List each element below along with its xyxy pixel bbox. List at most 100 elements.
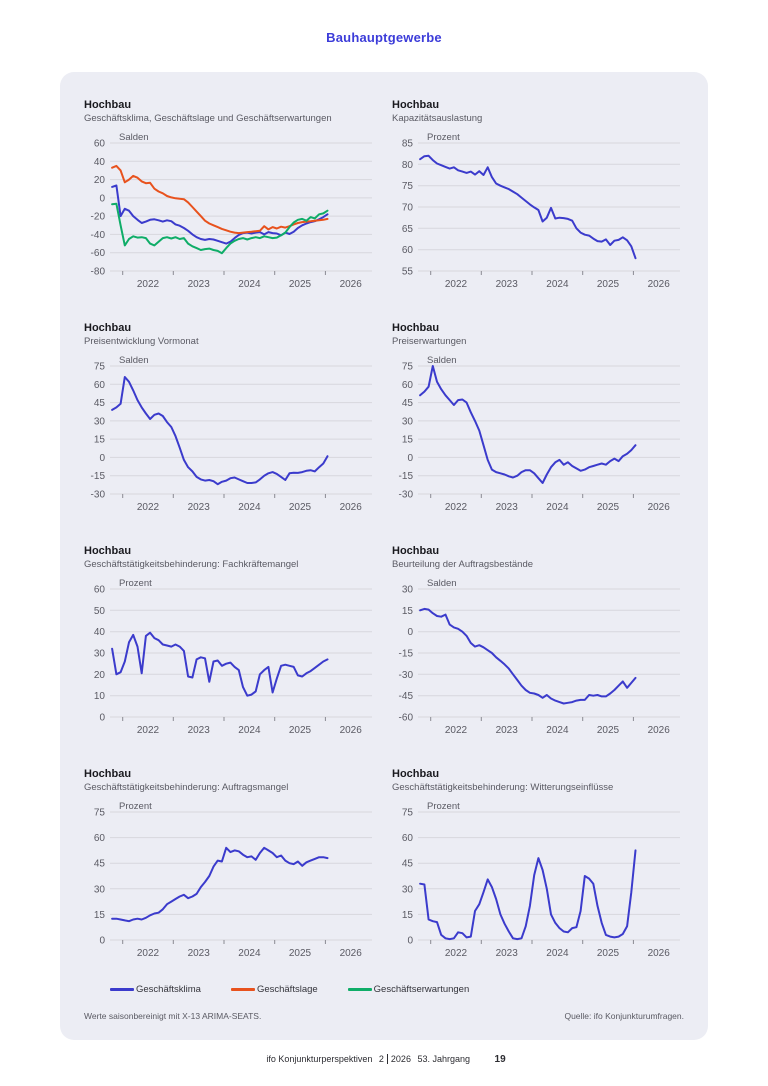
legend-item-geschaeftserwartungen: Geschäftserwartungen [347, 984, 470, 995]
svg-text:-15: -15 [399, 471, 414, 482]
svg-text:75: 75 [94, 808, 106, 819]
svg-text:2022: 2022 [445, 725, 468, 736]
chart-subtitle: Geschäftstätigkeitsbehinderung: Witterun… [392, 782, 614, 793]
footer-page-number: 19 [494, 1054, 506, 1065]
chart-witterungseinfluesse: Hochbau Geschäftstätigkeitsbehinderung: … [392, 767, 684, 968]
svg-text:15: 15 [402, 435, 414, 446]
svg-text:60: 60 [402, 833, 414, 844]
svg-text:45: 45 [402, 398, 414, 409]
chart-subtitle: Preisentwicklung Vormonat [84, 336, 199, 347]
line-chart: 60 40 20 0 -20 -40 -60 -80 2022 2023 2024 2025 2026 S… [91, 132, 372, 290]
svg-text:70: 70 [402, 203, 414, 214]
svg-text:2024: 2024 [238, 279, 261, 290]
svg-text:0: 0 [99, 713, 105, 724]
svg-text:2025: 2025 [597, 948, 620, 959]
line-chart: 60 50 40 30 20 10 0 2022 2023 2024 2025 2026 Prozent [94, 578, 372, 736]
svg-text:60: 60 [94, 139, 106, 150]
svg-text:2025: 2025 [289, 502, 312, 513]
svg-text:75: 75 [94, 362, 106, 373]
svg-text:2026: 2026 [340, 502, 363, 513]
svg-text:55: 55 [402, 267, 414, 278]
svg-text:2023: 2023 [496, 948, 519, 959]
svg-text:30: 30 [94, 884, 106, 895]
svg-text:Salden: Salden [427, 355, 457, 366]
svg-text:2025: 2025 [289, 948, 312, 959]
legend-swatch-orange [230, 988, 255, 991]
chart-geschaeftsklima: Hochbau Geschäftsklima, Geschäftslage un… [84, 98, 376, 299]
svg-text:2026: 2026 [648, 279, 671, 290]
svg-text:0: 0 [407, 936, 413, 947]
svg-text:2024: 2024 [546, 948, 569, 959]
chart-subtitle: Beurteilung der Auftragsbestände [392, 559, 534, 570]
svg-text:2024: 2024 [238, 948, 261, 959]
line-chart: 75 60 45 30 15 0 2022 2023 2024 2025 2026 Prozent [94, 801, 372, 959]
footer-volume: 53. Jahrgang [417, 1054, 471, 1064]
legend-item-geschaeftsklima: Geschäftsklima [110, 984, 201, 995]
svg-text:0: 0 [99, 193, 105, 204]
svg-text:15: 15 [402, 606, 414, 617]
svg-text:20: 20 [94, 670, 106, 681]
svg-text:60: 60 [94, 833, 106, 844]
line-chart: 30 15 0 -15 -30 -45 -60 2022 2023 2024 2025 2026 Sal… [399, 578, 680, 736]
chart-subtitle: Geschäftstätigkeitsbehinderung: Fachkräf… [84, 559, 299, 570]
footer-year: 2026 [390, 1054, 411, 1064]
svg-text:0: 0 [407, 627, 413, 638]
svg-text:Salden: Salden [119, 355, 149, 366]
svg-text:75: 75 [402, 362, 414, 373]
svg-text:2024: 2024 [546, 725, 569, 736]
svg-text:2026: 2026 [648, 502, 671, 513]
svg-text:2025: 2025 [597, 279, 620, 290]
svg-text:85: 85 [402, 139, 414, 150]
svg-text:-15: -15 [91, 471, 106, 482]
svg-text:-30: -30 [399, 670, 414, 681]
chart-kapazitaetsauslastung: Hochbau Kapazitätsauslastung 85 80 75 70 65 6… [392, 98, 684, 299]
svg-text:2026: 2026 [340, 948, 363, 959]
svg-text:80: 80 [402, 160, 414, 171]
svg-text:-30: -30 [399, 490, 414, 501]
svg-text:2023: 2023 [496, 279, 519, 290]
legend-swatch-blue [110, 988, 134, 991]
svg-text:2024: 2024 [546, 502, 569, 513]
svg-text:2022: 2022 [137, 948, 160, 959]
chart-preiserwartungen: Hochbau Preiserwartungen 75 60 45 30 15 0 -15 -… [392, 321, 684, 522]
svg-text:Salden: Salden [119, 132, 149, 143]
svg-text:2026: 2026 [340, 279, 363, 290]
svg-text:15: 15 [94, 910, 106, 921]
svg-text:10: 10 [94, 691, 106, 702]
svg-text:-80: -80 [91, 267, 106, 278]
svg-text:-60: -60 [399, 713, 414, 724]
svg-text:2026: 2026 [648, 725, 671, 736]
chart-subtitle: Kapazitätsauslastung [392, 113, 483, 124]
legend-label: Geschäftserwartungen [373, 984, 470, 995]
svg-text:-15: -15 [399, 649, 414, 660]
svg-text:2023: 2023 [496, 725, 519, 736]
svg-text:0: 0 [99, 936, 105, 947]
note-method: Werte saisonbereinigt mit X-13 ARIMA-SEA… [84, 1011, 262, 1021]
chart-title: Hochbau [392, 99, 440, 111]
page-title: Bauhauptgewerbe [326, 30, 442, 45]
svg-text:2022: 2022 [137, 279, 160, 290]
svg-text:30: 30 [402, 585, 414, 596]
svg-text:2022: 2022 [137, 502, 160, 513]
svg-text:30: 30 [402, 884, 414, 895]
chart-subtitle: Preiserwartungen [392, 336, 467, 347]
charts-grid: Hochbau Geschäftsklima, Geschäftslage un… [84, 98, 684, 968]
line-chart: 75 60 45 30 15 0 -15 -30 2022 2023 2024 2025 2026 Sal… [399, 355, 680, 513]
legend: Geschäftsklima Geschäftslage Geschäftser… [110, 984, 684, 995]
svg-text:60: 60 [402, 380, 414, 391]
line-chart: 75 60 45 30 15 0 -15 -30 2022 2023 2024 2025 2026 Sal… [91, 355, 372, 513]
svg-text:2023: 2023 [188, 725, 211, 736]
svg-text:2022: 2022 [445, 948, 468, 959]
svg-text:2022: 2022 [445, 279, 468, 290]
svg-text:Prozent: Prozent [427, 132, 460, 143]
svg-text:Prozent: Prozent [119, 578, 152, 589]
svg-text:45: 45 [402, 859, 414, 870]
svg-text:2023: 2023 [188, 502, 211, 513]
chart-title: Hochbau [84, 322, 132, 334]
svg-text:30: 30 [94, 649, 106, 660]
svg-text:65: 65 [402, 224, 414, 235]
svg-text:40: 40 [94, 157, 106, 168]
legend-label: Geschäftslage [256, 984, 318, 995]
svg-text:2025: 2025 [289, 725, 312, 736]
svg-text:2023: 2023 [188, 948, 211, 959]
